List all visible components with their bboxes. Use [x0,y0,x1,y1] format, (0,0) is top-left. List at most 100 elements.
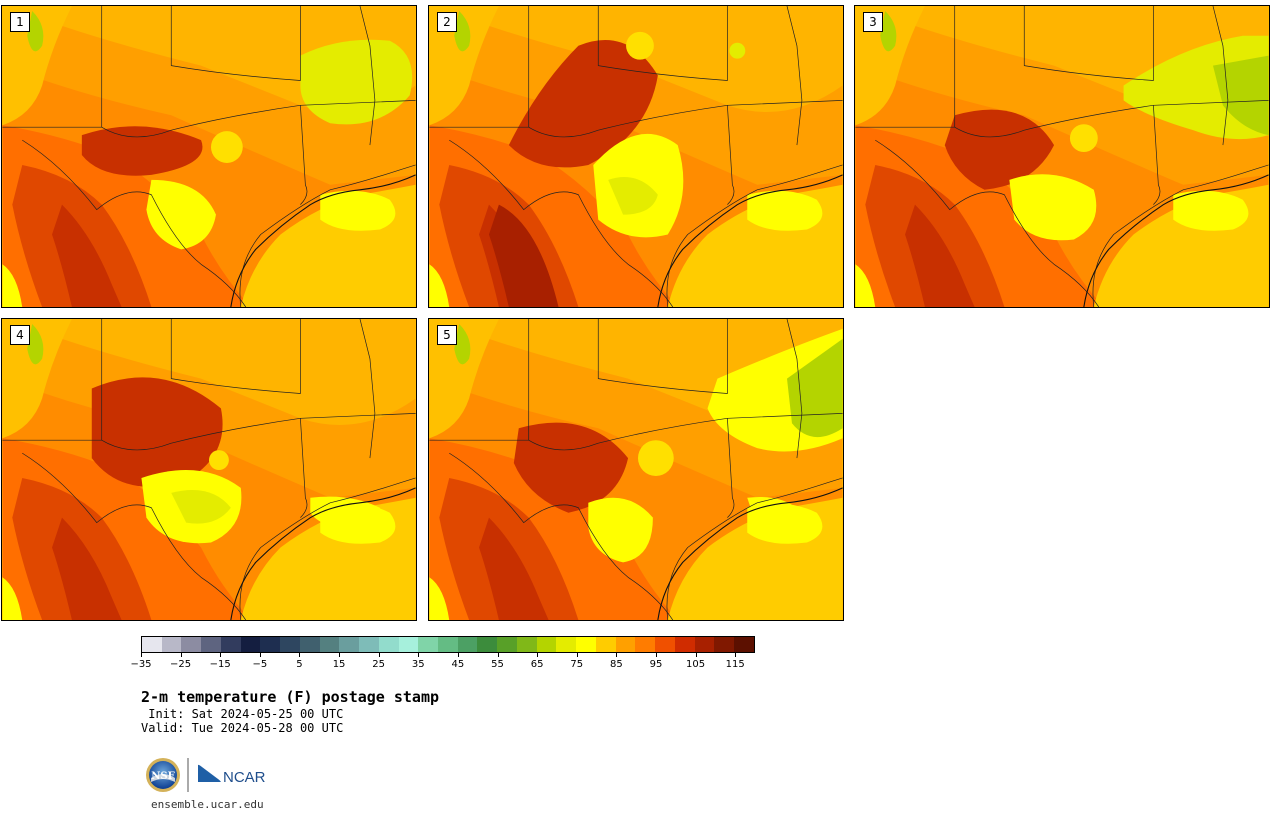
state-borders [429,319,843,620]
colorbar-swatch [477,637,498,652]
temperature-region [747,190,823,231]
colorbar-swatch [655,637,675,652]
border-line [170,6,301,81]
colorbar-swatch [457,637,478,652]
temperature-region [429,6,499,126]
ncar-logo-text: NCAR [223,769,266,786]
border-line [449,452,674,620]
colorbar-swatch [161,637,182,652]
colorbar-swatch [576,637,596,652]
colorbar-tick [695,653,697,657]
colorbar-swatch [635,637,656,652]
temperature-field [2,319,416,620]
colorbar-tick [220,653,222,657]
temperature-map [2,319,416,620]
coastline [230,487,416,620]
temperature-region [27,10,44,52]
colorbar-tick-label: 95 [649,659,663,670]
border-line [449,139,674,307]
temperature-region [2,319,416,425]
border-line [22,139,247,307]
colorbar-swatch [438,637,458,652]
colorbar-tick [418,653,420,657]
border-line [597,6,728,81]
temperature-map [2,6,416,307]
colorbar-swatch [181,637,202,652]
colorbar-swatch [201,637,221,652]
colorbar-tick-label: 105 [686,659,706,670]
colorbar-tick-label: 25 [372,659,386,670]
colorbar-swatch [240,637,261,652]
temperature-region [52,517,122,620]
border-line [528,413,843,451]
temperature-field [855,6,1269,307]
colorbar-swatch [378,637,399,652]
temperature-region [880,10,897,52]
colorbar-swatch [418,637,439,652]
temperature-region [429,264,450,307]
temperature-region [626,31,654,60]
colorbar-tick-label: 5 [296,659,303,670]
temperature-region [81,126,203,176]
border-line [239,164,416,307]
nsf-ncar-logo: NSF NCAR [146,758,266,792]
temperature-field [429,6,843,307]
map-panel-3: 3 [854,5,1270,308]
border-line [1153,105,1161,205]
colorbar-tick-label: −15 [209,659,231,670]
map-panel-2: 2 [428,5,844,308]
border-line [597,319,728,394]
colorbar-swatch [280,637,300,652]
state-borders [2,319,416,620]
temperature-region [488,204,559,307]
temperature-region [454,323,471,365]
colorbar-swatch [615,637,636,652]
colorbar-tick [537,653,539,657]
colorbar-tick-label: −5 [252,659,268,670]
temperature-field [2,6,416,307]
temperature-map [855,6,1269,307]
colorbar-swatch [734,637,754,652]
temperature-region [637,440,674,476]
member-label: 1 [10,12,30,32]
colorbar-tick [457,653,459,657]
temperature-region [210,131,243,163]
colorbar-swatch [536,637,557,652]
temperature-region [91,377,223,487]
temperature-region [2,6,72,126]
border-line [300,105,308,205]
chart-title: 2-m temperature (F) postage stamp [141,688,440,706]
colorbar-tick-label: 75 [570,659,584,670]
colorbar-tick-label: 35 [411,659,425,670]
temperature-field [429,319,843,620]
temperature-region [747,496,807,531]
temperature-region [2,319,72,439]
member-label: 3 [863,12,883,32]
colorbar [141,636,755,653]
border-line [359,6,376,146]
colorbar-tick [655,653,657,657]
temperature-region [786,338,843,438]
temperature-region [1212,55,1269,136]
temperature-region [454,10,471,52]
temperature-region [608,177,658,215]
map-panel-4: 4 [1,318,417,621]
coastline [1083,174,1269,307]
border-line [727,418,735,518]
temperature-region [508,40,658,168]
border-line [101,413,416,451]
temperature-region [855,264,876,307]
temperature-region [300,39,413,125]
border-line [666,164,843,307]
colorbar-tick-label: 65 [530,659,544,670]
valid-time: Valid: Tue 2024-05-28 00 UTC [141,721,344,735]
colorbar-swatch [359,637,379,652]
border-line [666,477,843,620]
colorbar-swatch [260,637,281,652]
colorbar-tick [339,653,341,657]
colorbar-tick [735,653,737,657]
temperature-region [2,577,23,620]
temperature-region [729,42,746,59]
border-line [170,319,301,394]
colorbar-swatch [299,637,320,652]
